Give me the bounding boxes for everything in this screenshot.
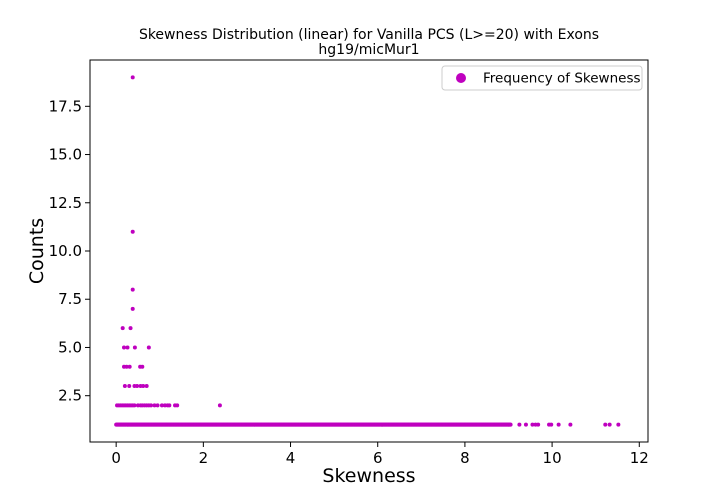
data-point xyxy=(120,326,125,331)
data-point xyxy=(159,403,164,408)
y-tick-label: 10.0 xyxy=(49,242,82,260)
y-axis-ticks: 2.5 5.0 7.5 10.0 12.5 15.0 17.5 xyxy=(49,97,90,405)
data-point xyxy=(155,403,160,408)
data-point xyxy=(146,345,151,350)
y-tick-label: 15.0 xyxy=(49,146,82,164)
y-tick-label: 12.5 xyxy=(49,194,82,212)
x-tick-label: 6 xyxy=(373,449,383,467)
x-tick-label: 12 xyxy=(630,449,649,467)
data-point xyxy=(517,422,522,427)
x-axis-ticks: 0 2 4 6 8 10 12 xyxy=(111,442,649,467)
x-axis-label: Skewness xyxy=(322,465,415,487)
data-point xyxy=(530,422,535,427)
y-tick-label: 7.5 xyxy=(58,290,82,308)
data-point xyxy=(127,384,132,389)
plot-area xyxy=(90,60,648,442)
data-point xyxy=(149,403,154,408)
data-point xyxy=(125,345,130,350)
data-point xyxy=(175,403,180,408)
chart-title: Skewness Distribution (linear) for Vanil… xyxy=(139,27,599,43)
data-point xyxy=(152,403,157,408)
data-point xyxy=(124,364,129,369)
data-point xyxy=(549,422,554,427)
data-point xyxy=(217,403,222,408)
data-point xyxy=(141,384,146,389)
data-point xyxy=(130,287,135,292)
data-point xyxy=(523,422,528,427)
data-point xyxy=(122,345,126,350)
data-point xyxy=(568,422,573,427)
data-point xyxy=(130,306,135,311)
x-tick-label: 4 xyxy=(286,449,296,467)
data-point xyxy=(508,422,513,427)
chart-subtitle: hg19/micMur1 xyxy=(318,42,419,58)
data-points xyxy=(114,75,621,427)
data-point xyxy=(132,345,137,350)
y-tick-label: 5.0 xyxy=(58,338,82,356)
y-tick-label: 2.5 xyxy=(58,387,82,405)
data-point xyxy=(556,422,561,427)
legend-box xyxy=(441,65,643,91)
data-point xyxy=(135,384,140,389)
data-point xyxy=(128,326,133,331)
data-point xyxy=(144,384,149,389)
x-tick-label: 0 xyxy=(111,449,121,467)
data-point xyxy=(130,229,135,234)
data-point xyxy=(603,422,608,427)
data-point xyxy=(536,422,541,427)
data-point xyxy=(122,384,127,389)
data-point xyxy=(127,364,132,369)
y-axis-label: Counts xyxy=(26,218,48,284)
legend-label: Frequency of Skewness xyxy=(483,71,641,87)
data-point xyxy=(616,422,621,427)
x-tick-label: 10 xyxy=(543,449,562,467)
data-point xyxy=(130,75,135,80)
legend-marker xyxy=(456,73,466,83)
data-point xyxy=(607,422,612,427)
y-tick-label: 17.5 xyxy=(49,97,82,115)
x-tick-label: 8 xyxy=(460,449,470,467)
x-tick-label: 2 xyxy=(199,449,209,467)
legend: Frequency of Skewness xyxy=(441,65,643,91)
data-point xyxy=(167,403,172,408)
data-point xyxy=(140,364,145,369)
data-point xyxy=(132,403,137,408)
